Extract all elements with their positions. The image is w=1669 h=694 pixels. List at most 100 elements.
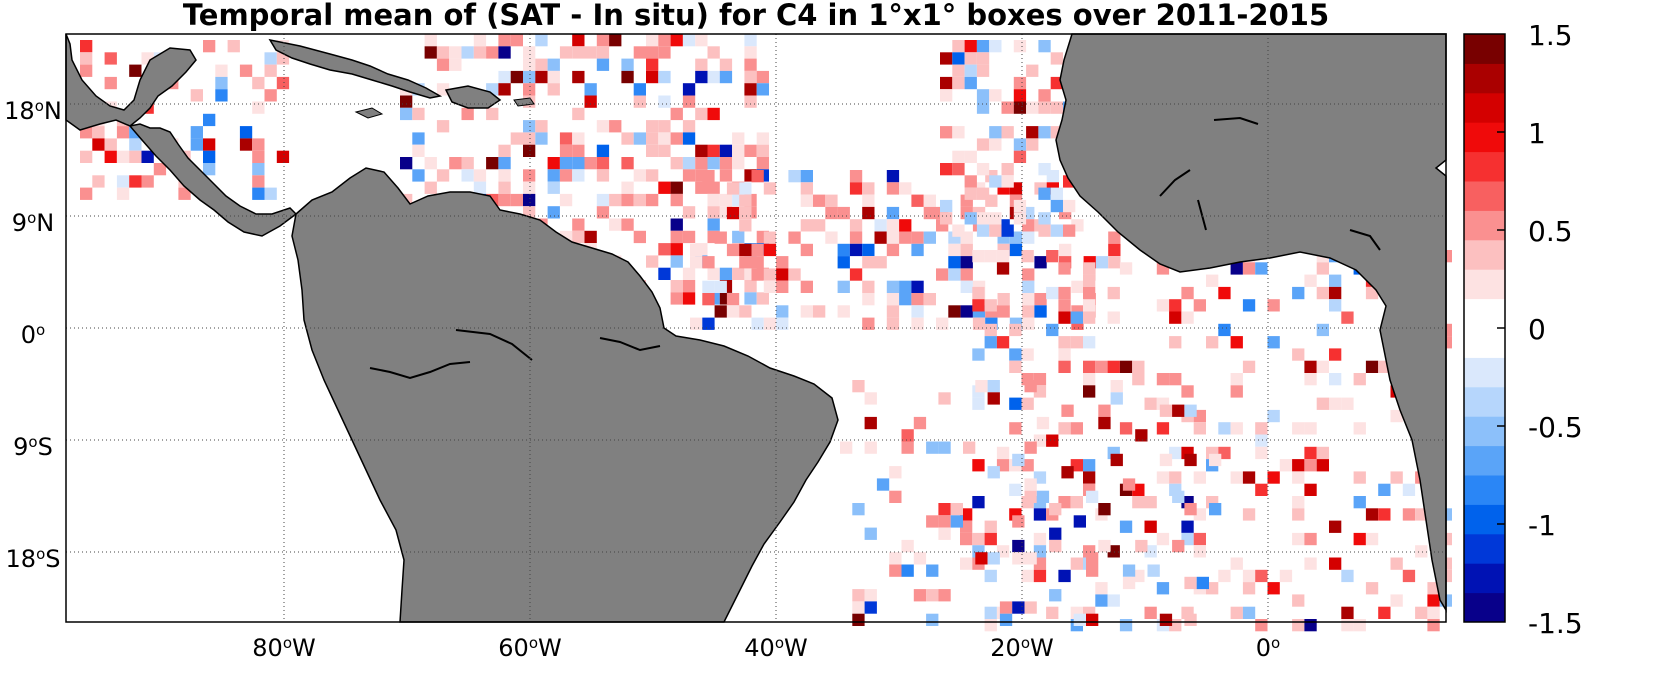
data-cell [763, 317, 777, 330]
data-cell [658, 267, 671, 280]
data-cell [646, 193, 659, 207]
data-cell [1184, 404, 1197, 417]
data-cell [1083, 385, 1096, 398]
data-cell [997, 293, 1010, 306]
data-cell [719, 193, 733, 207]
data-cell [964, 187, 977, 200]
data-cell [1024, 441, 1037, 454]
data-cell [1026, 138, 1039, 151]
data-cell [682, 120, 696, 133]
data-cell [658, 181, 671, 194]
data-cell [670, 280, 683, 293]
data-cell [864, 601, 877, 614]
data-cell [1132, 569, 1145, 583]
data-cell [633, 230, 646, 244]
data-cell [1144, 397, 1157, 410]
data-cell [936, 268, 949, 281]
data-cell [756, 132, 769, 145]
data-cell [813, 305, 826, 318]
data-cell [1159, 453, 1173, 467]
data-cell [940, 199, 953, 213]
data-cell [523, 169, 536, 182]
data-cell [952, 163, 965, 176]
data-cell [1169, 471, 1182, 484]
data-cell [1292, 508, 1305, 521]
data-cell [523, 58, 536, 71]
data-cell [707, 193, 720, 207]
data-cell [1083, 311, 1096, 324]
data-cell [1169, 299, 1182, 312]
data-cell [732, 132, 745, 145]
data-cell [1009, 243, 1023, 257]
data-cell [1050, 52, 1063, 65]
data-cell [473, 34, 487, 47]
data-cell [732, 267, 745, 280]
data-cell [1083, 299, 1096, 312]
data-cell [1049, 527, 1062, 540]
data-cell [670, 157, 683, 170]
data-cell [1415, 545, 1428, 558]
lon-label-20w: 20oW [990, 634, 1054, 662]
data-cell [1267, 471, 1280, 484]
data-cell [646, 132, 659, 145]
data-cell [596, 193, 610, 207]
data-cell [646, 34, 659, 47]
data-cell [707, 267, 720, 280]
data-cell [1119, 422, 1133, 435]
data-cell [572, 218, 585, 231]
data-cell [940, 163, 953, 176]
data-cell [1353, 532, 1366, 546]
data-cell [1009, 323, 1022, 337]
data-cell [996, 459, 1010, 472]
data-cell [412, 144, 425, 157]
data-cell [1402, 569, 1416, 583]
data-cell [1329, 373, 1342, 386]
data-cell [1110, 380, 1123, 393]
data-cell [1022, 280, 1035, 293]
data-cell [621, 218, 634, 231]
data-cell [1038, 40, 1051, 53]
data-cell [936, 317, 949, 330]
data-cell [849, 182, 863, 195]
data-cell [1058, 311, 1071, 324]
data-cell [964, 52, 977, 65]
data-cell [1009, 397, 1022, 410]
data-cell [498, 157, 511, 170]
data-cell [739, 206, 752, 220]
data-cell [1402, 508, 1416, 521]
data-cell [1059, 243, 1072, 257]
data-cell [852, 503, 865, 516]
data-cell [1024, 490, 1037, 503]
data-cell [702, 293, 715, 306]
data-cell [964, 175, 977, 188]
data-cell [596, 169, 610, 182]
data-cell [1267, 409, 1280, 423]
cuba-landmass [268, 38, 443, 99]
data-cell [1033, 434, 1047, 447]
data-cell [1218, 446, 1231, 460]
data-cell [1038, 212, 1051, 225]
data-cell [535, 70, 548, 84]
data-cell [1022, 305, 1035, 318]
data-cell [682, 83, 696, 96]
data-cell [535, 58, 548, 71]
data-cell [940, 126, 953, 139]
data-cell [984, 250, 997, 263]
data-cell [682, 280, 696, 293]
data-cell [695, 107, 708, 121]
data-cell [852, 589, 865, 602]
data-cell [899, 231, 912, 244]
data-cell [190, 126, 203, 139]
data-cell [252, 138, 265, 151]
data-cell [1341, 606, 1354, 619]
data-cell [952, 150, 965, 163]
data-cell [744, 70, 757, 84]
data-cell [1147, 564, 1160, 577]
data-cell [1316, 459, 1329, 472]
data-cell [116, 150, 130, 163]
data-cell [1024, 601, 1037, 614]
data-cell [1012, 601, 1025, 614]
data-cell [1083, 459, 1096, 472]
data-cell [695, 34, 708, 47]
data-cell [1292, 471, 1305, 484]
